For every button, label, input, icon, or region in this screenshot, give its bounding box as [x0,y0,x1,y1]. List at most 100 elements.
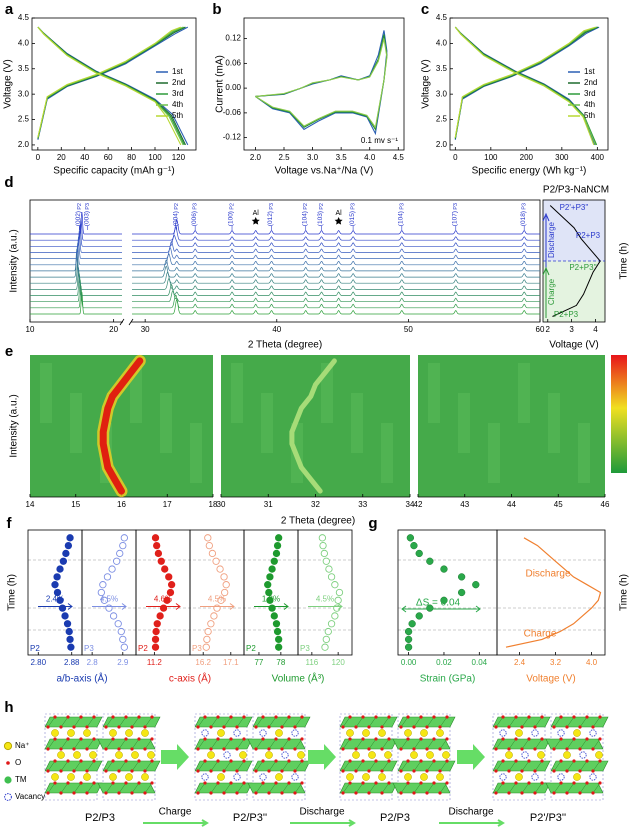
data-point [151,643,160,651]
data-point [270,557,278,565]
x-tick-label: 16 [117,500,126,509]
phase-label: P3 [192,644,202,653]
oxygen [72,791,76,795]
data-point [440,565,448,573]
oxygen [267,747,271,751]
octahedron-edge [210,782,219,794]
oxygen [196,725,200,729]
x-tick-label: 32 [311,500,320,509]
annotation: ΔS = 0.04 [416,598,461,609]
octahedron-edge [255,782,264,794]
data-point [165,573,173,581]
oxygen [494,725,498,729]
data-point [404,643,413,651]
peak-label: (018) [520,211,527,226]
data-point [426,557,434,565]
xrd-pattern [30,242,540,266]
x-tick-label: 30 [217,500,226,509]
oxygen [254,725,258,729]
data-point [322,557,330,565]
sodium [217,773,225,781]
x-tick-label: 4 [593,325,598,334]
oxygen [130,747,134,751]
plot-frame [297,529,353,656]
data-point [331,581,339,589]
panel-letter: e [5,343,13,360]
oxygen [242,781,246,785]
octahedron-edge [86,716,95,728]
octahedron-edge [105,782,114,794]
unit-cell [397,713,451,801]
sodium [573,773,581,781]
vacancy [589,773,597,781]
octahedron-edge [105,738,114,750]
oxygen [46,769,50,773]
oxygen [533,747,537,751]
x-tick-label: 400 [591,153,605,162]
plot-frame [496,529,606,656]
oxygen [380,747,384,751]
change-label: 1.3% [262,595,280,604]
octahedron-edge [508,760,517,772]
tm-layer [339,716,398,728]
oxygen [432,737,436,741]
oxygen [354,791,358,795]
axis-title: Voltage (V) [3,59,14,108]
peak-phase: P2 [319,203,325,210]
octahedron-edge [197,738,206,750]
data-point [331,612,339,620]
x-tick-label: 2.80 [30,658,46,667]
sodium [275,773,283,781]
unit-cell [252,713,306,801]
data-point [108,565,116,573]
oxygen [572,715,576,719]
xrd-pattern [30,255,540,278]
axis-title: Time (h) [619,574,630,611]
octahedron-edge [197,760,206,772]
x-tick-label: 100 [148,153,162,162]
xrd-pattern [30,261,540,284]
legend-label: TM [15,775,27,784]
oxygen [143,769,147,773]
tm-layer [550,760,609,772]
octahedron-edge [579,738,588,750]
octahedron-edge [118,738,127,750]
data-point [120,643,128,651]
tm-layer [545,738,604,750]
axis-break [123,318,131,326]
oxygen [104,791,108,795]
y-tick-label: 4.0 [436,38,448,47]
x-tick-label: 116 [305,658,318,667]
oxygen [598,715,602,719]
oxygen [53,781,57,785]
legend-label: 3rd [584,89,596,98]
oxygen [150,781,154,785]
sodium [378,729,386,737]
legend-label: 1st [584,67,595,76]
transition-arrow [457,744,485,770]
peak-phase: P3 [269,203,275,210]
peak-label: Al [253,210,260,217]
oxygen [137,781,141,785]
x-tick-label: 31 [264,500,273,509]
oxygen [235,791,239,795]
xrd-pattern [30,211,540,235]
octahedron-edge [534,738,543,750]
oxygen [79,715,83,719]
oxygen [274,737,278,741]
oxygen [380,791,384,795]
xrd-pattern [30,273,540,296]
oxygen [527,759,531,763]
vacancy [291,773,299,781]
oxygen [196,769,200,773]
octahedron-edge [268,716,277,728]
phase-label: Charge [524,629,557,640]
oxygen [367,747,371,751]
octahedron-edge [86,738,95,750]
data-point [105,604,113,612]
oxygen [130,769,134,773]
x-tick-label: 20 [57,153,66,162]
octahedron-edge [381,760,390,772]
x-tick-label: 60 [104,153,113,162]
oxygen [552,747,556,751]
